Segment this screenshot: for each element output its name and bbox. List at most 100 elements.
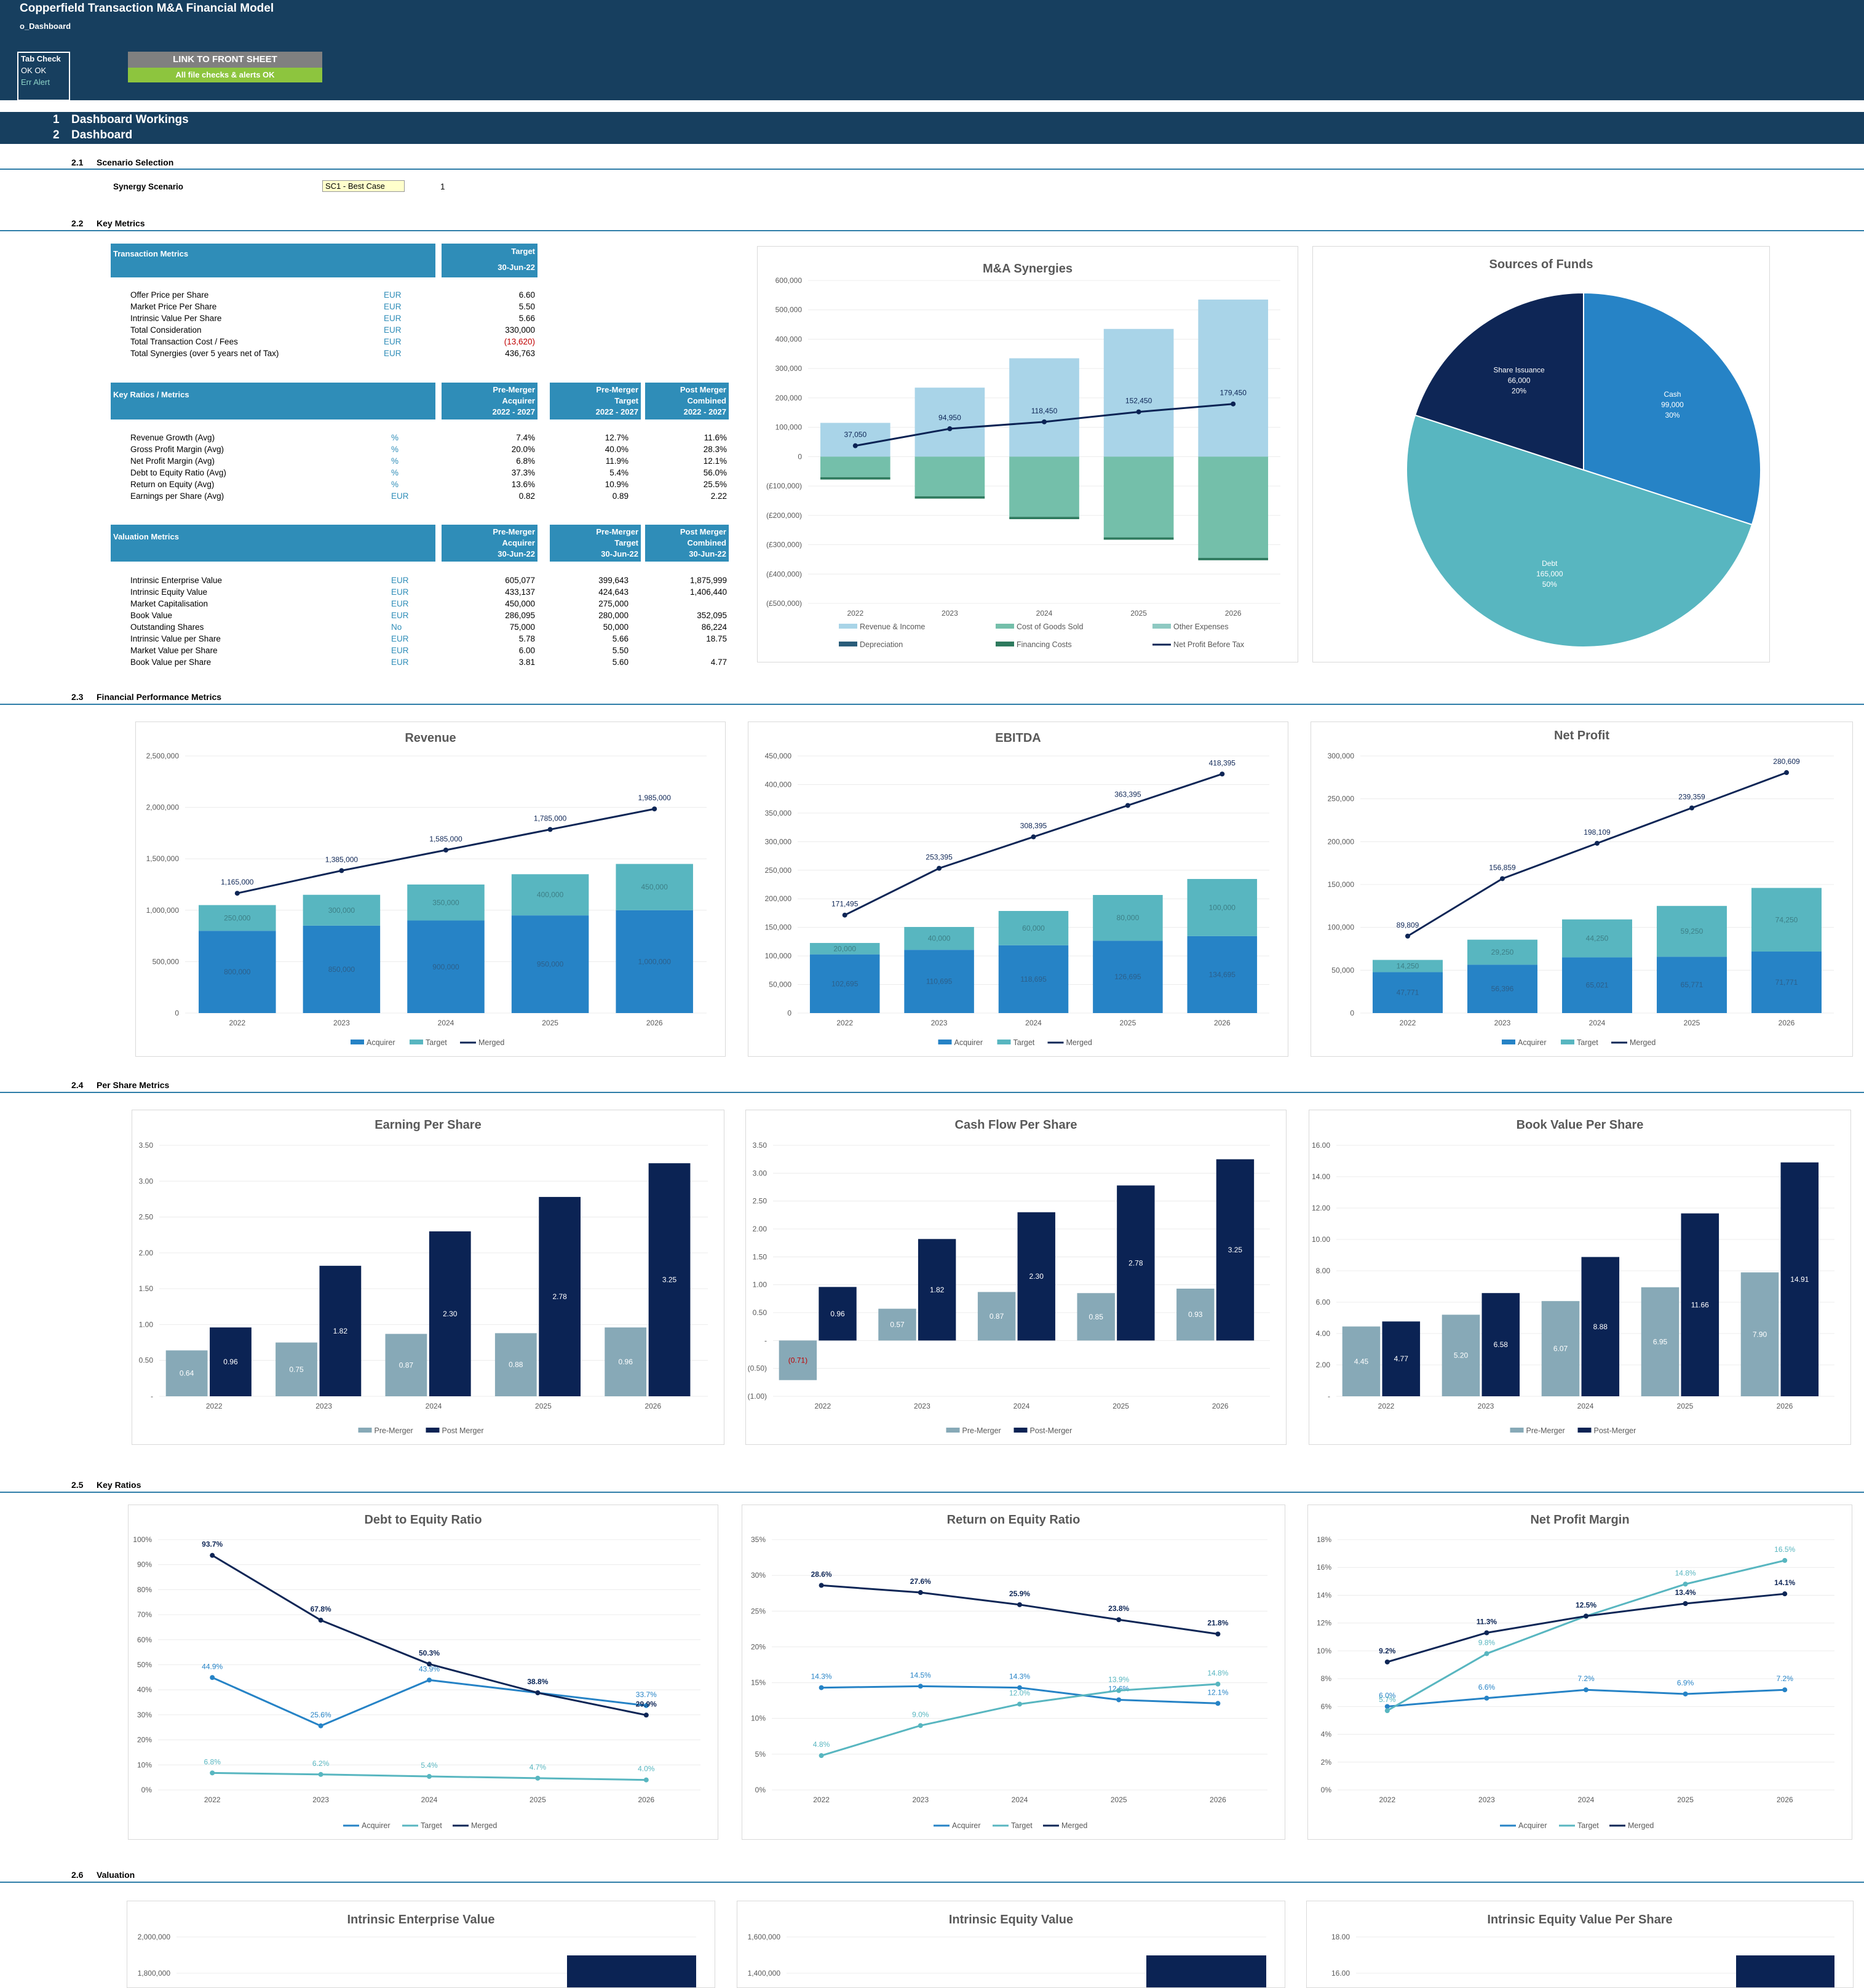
ma-synergies-chart[interactable]: M&A Synergies 600,000 500,000 400,000 300,00…	[757, 246, 1298, 662]
data-label: 11.66	[1691, 1300, 1709, 1309]
y-tick-label: 0%	[141, 1786, 153, 1794]
metric-label: Earnings per Share (Avg)	[130, 491, 224, 501]
data-label: 13.9%	[1108, 1675, 1129, 1684]
bar-financing-costs	[1009, 517, 1079, 520]
col-header-line: Acquirer	[502, 538, 535, 547]
x-tick-label: 2022	[836, 1019, 853, 1027]
bar-revenue-income	[1198, 300, 1269, 457]
y-tick-label: 2%	[1321, 1758, 1332, 1767]
bar-target	[511, 874, 589, 916]
x-tick-label: 2025	[1677, 1402, 1694, 1410]
y-tick-label: 300,000	[775, 364, 803, 373]
line-point	[819, 1685, 824, 1690]
x-tick-label: 2023	[1478, 1795, 1495, 1804]
y-tick-label: 30%	[137, 1711, 152, 1719]
metric-unit: %	[391, 480, 399, 489]
section-2-3-label: Financial Performance Metrics	[97, 692, 222, 702]
section-2-band[interactable]: 2 Dashboard	[0, 128, 1864, 144]
intrinsic-equity-value-per-share-chart[interactable]: Intrinsic Equity Value Per Share 18.00 16.…	[1306, 1901, 1854, 1988]
bar-acquirer	[998, 945, 1069, 1013]
y-tick-label: 12.00	[1312, 1204, 1330, 1212]
x-tick-label: 2024	[1036, 609, 1053, 618]
col-header-line: Post Merger	[680, 385, 726, 394]
data-label: 6.07	[1553, 1345, 1568, 1353]
debt-to-equity-chart[interactable]: Debt to Equity Ratio 100% 90% 80% 70% 60% 50% 4…	[128, 1505, 718, 1840]
legend-swatch	[938, 1040, 952, 1044]
sources-of-funds-chart[interactable]: Sources of Funds Cash 99,000 30% Debt 165,000…	[1312, 246, 1770, 662]
metric-unit: EUR	[384, 325, 402, 335]
y-tick-label: (£400,000)	[766, 570, 802, 578]
chart-title: Earning Per Share	[375, 1118, 481, 1132]
revenue-chart[interactable]: Revenue 2,500,000 2,000,000 1,500,000 1,000,…	[135, 722, 726, 1057]
data-label: 60,000	[1022, 924, 1045, 932]
x-tick-label: 2024	[1589, 1019, 1606, 1027]
data-label: 5.20	[1454, 1351, 1469, 1360]
bar-pre-merger	[1077, 1293, 1115, 1341]
bar-target	[1093, 895, 1163, 941]
col-header-line: Pre-Merger	[493, 385, 535, 394]
legend-label: Target	[1011, 1821, 1033, 1830]
bar-pre-merger	[1176, 1289, 1215, 1341]
data-label: 33.7%	[636, 1690, 657, 1699]
x-tick-label: 2025	[529, 1795, 546, 1804]
bar-post-merger	[1216, 1159, 1255, 1341]
y-tick-label: 250,000	[765, 866, 792, 875]
x-tick-label: 2026	[646, 1019, 663, 1027]
synergy-scenario-select[interactable]: SC1 - Best Case	[322, 180, 405, 192]
y-tick-label: 5%	[755, 1750, 766, 1759]
line-point	[1500, 876, 1505, 881]
y-tick-label: 35%	[751, 1535, 766, 1544]
x-tick-label: 2025	[1120, 1019, 1136, 1027]
link-to-front-sheet-button[interactable]: LINK TO FRONT SHEET	[128, 52, 322, 68]
line-point	[1584, 1687, 1588, 1693]
y-tick-label: 15%	[751, 1679, 766, 1687]
metric-unit: EUR	[391, 491, 409, 501]
metric-value: 56.0%	[703, 468, 727, 477]
intrinsic-enterprise-value-chart[interactable]: Intrinsic Enterprise Value 2,000,000 1,800…	[127, 1901, 715, 1988]
bar-target	[904, 927, 974, 950]
pie-slice-cash	[1583, 292, 1761, 526]
data-label: 67.8%	[311, 1605, 331, 1613]
y-tick-label: 20%	[751, 1642, 766, 1651]
line-point	[1484, 1695, 1489, 1701]
bar-target	[1657, 905, 1727, 957]
metric-value: 11.6%	[704, 433, 727, 442]
line-point	[918, 1684, 923, 1689]
data-label: 800,000	[224, 968, 251, 976]
data-label: 65,021	[1586, 981, 1609, 990]
net-profit-chart[interactable]: Net Profit 300,000 250,000 200,000 150,000 10…	[1311, 722, 1853, 1057]
x-tick-label: 2023	[333, 1019, 350, 1027]
metric-label: Return on Equity (Avg)	[130, 480, 215, 489]
y-tick-label: 100,000	[765, 952, 792, 960]
section-1-band[interactable]: 1 Dashboard Workings	[0, 112, 1864, 128]
earning-per-share-chart[interactable]: Earning Per Share 3.50 3.00 2.50 2.00 1.50 1.0…	[132, 1110, 724, 1445]
x-tick-label: 2022	[204, 1795, 221, 1804]
line-point	[819, 1753, 824, 1759]
series-line-merged	[1407, 771, 1787, 937]
metric-unit: EUR	[391, 658, 409, 667]
ebitda-chart[interactable]: EBITDA 450,000 400,000 350,000 300,000 250,00…	[748, 722, 1288, 1057]
col-header-line: Pre-Merger	[493, 527, 535, 536]
legend-label: Post-Merger	[1030, 1426, 1073, 1435]
section-2-1-label: Scenario Selection	[97, 157, 174, 167]
return-on-equity-chart[interactable]: Return on Equity Ratio 35% 30% 25% 20% 15% 10%…	[742, 1505, 1285, 1840]
bar-post-merger	[1581, 1257, 1620, 1396]
data-label: 2.78	[552, 1292, 567, 1301]
y-tick-label: 0	[798, 452, 802, 461]
x-tick-label: 2023	[1494, 1019, 1511, 1027]
y-tick-label: 100%	[133, 1535, 152, 1544]
net-profit-margin-chart[interactable]: Net Profit Margin 18% 16% 14% 12% 10% 8% 6% 4% 2%…	[1307, 1505, 1852, 1840]
cash-flow-per-share-chart[interactable]: Cash Flow Per Share 3.50 3.00 2.50 2.00 1.50 1…	[745, 1110, 1287, 1445]
bar-pre-merger	[1541, 1301, 1580, 1396]
col-header-line: Target	[511, 247, 535, 256]
section-2-4-number: 2.4	[71, 1080, 84, 1090]
section-2-number: 2	[53, 129, 60, 141]
y-tick-label: 1,800,000	[138, 1969, 171, 1978]
y-tick-label: 300,000	[1328, 752, 1355, 760]
y-tick-label: 12%	[1317, 1619, 1331, 1628]
data-label: 2.30	[443, 1310, 458, 1318]
line-point	[1017, 1701, 1022, 1707]
chart-title: Net Profit Margin	[1530, 1513, 1629, 1527]
book-value-per-share-chart[interactable]: Book Value Per Share 16.00 14.00 12.00 10.00…	[1309, 1110, 1851, 1445]
bar-pre-merger	[276, 1342, 317, 1396]
